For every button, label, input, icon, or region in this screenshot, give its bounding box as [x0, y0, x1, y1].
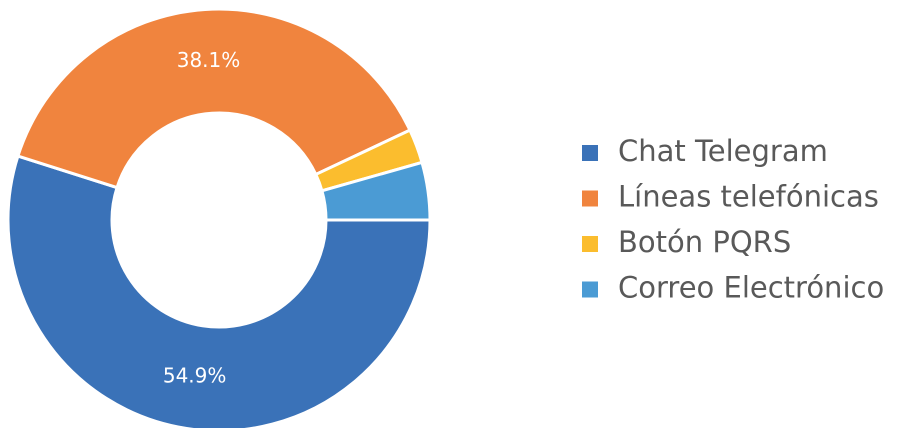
legend-label: Correo Electrónico [618, 271, 884, 305]
legend-label: Chat Telegram [618, 134, 828, 168]
donut-slice [320, 160, 432, 222]
legend-swatch [582, 145, 598, 161]
legend-swatch [582, 190, 598, 207]
data-label: 38.1% [177, 48, 241, 72]
data-label: 54.9% [163, 364, 227, 388]
donut-slice [6, 154, 432, 428]
legend-label: Líneas telefónicas [618, 180, 879, 214]
legend-swatch [582, 236, 598, 252]
legend-label: Botón PQRS [618, 225, 791, 259]
legend-swatch [582, 281, 598, 298]
donut-slice [16, 7, 412, 190]
